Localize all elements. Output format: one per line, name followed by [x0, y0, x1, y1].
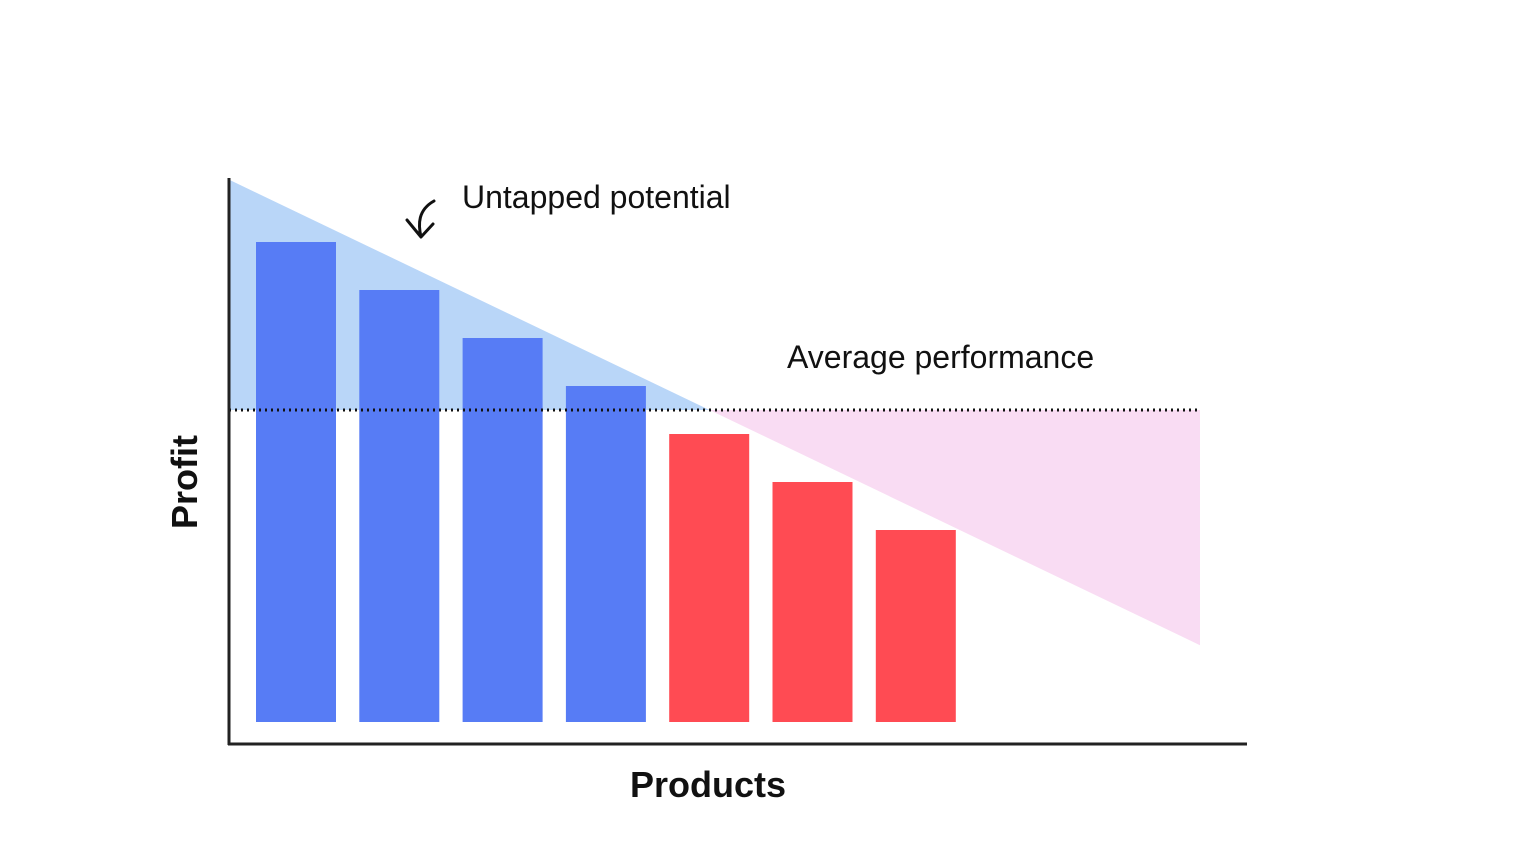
x-axis-label: Products — [630, 764, 786, 805]
bar-7 — [875, 530, 956, 722]
bar-4 — [565, 386, 646, 722]
bar-5 — [669, 434, 750, 722]
region-layer — [229, 179, 1200, 646]
bar-1 — [256, 242, 336, 722]
untapped-potential-region — [229, 179, 710, 410]
y-axis-label: Profit — [164, 435, 205, 529]
untapped-potential-label: Untapped potential — [462, 179, 731, 215]
average-performance-label: Average performance — [787, 339, 1094, 375]
curved-arrow-icon — [405, 199, 436, 239]
bar-3 — [462, 338, 543, 722]
underperformance-region — [709, 410, 1200, 646]
bars-layer — [256, 242, 956, 722]
bar-6 — [772, 482, 853, 722]
bar-2 — [359, 290, 440, 722]
